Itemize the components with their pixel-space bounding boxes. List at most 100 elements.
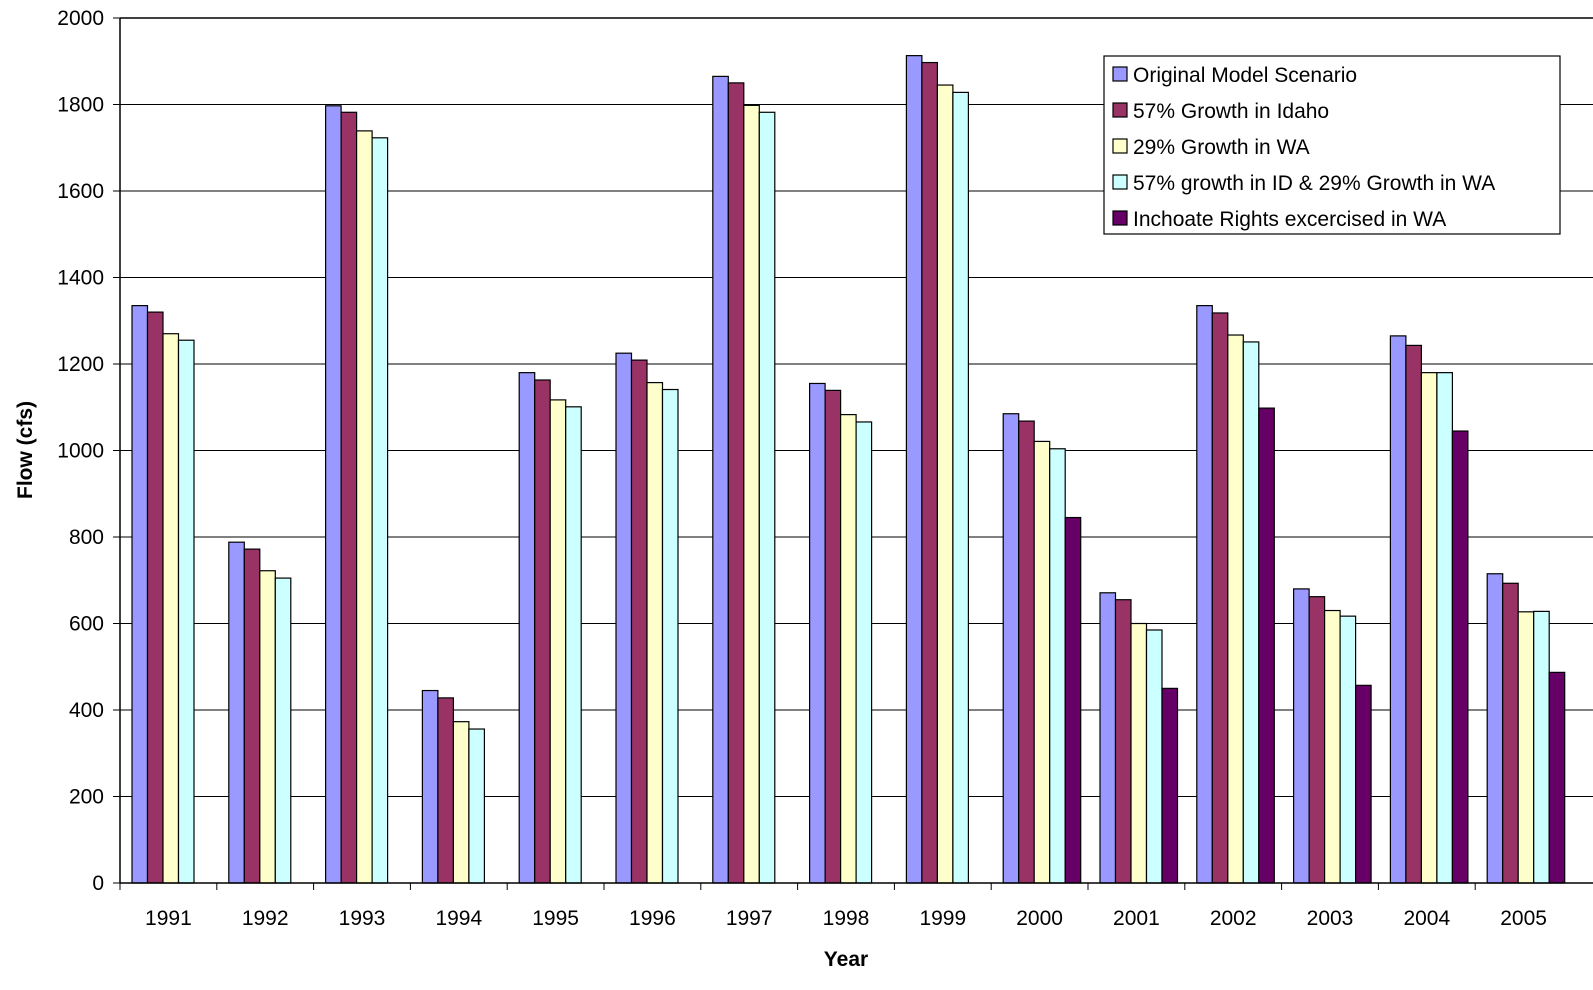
- x-axis-title: Year: [824, 948, 868, 971]
- y-tick-label: 1200: [57, 353, 104, 376]
- bar: [549, 399, 567, 884]
- bar: [1161, 687, 1179, 884]
- bar: [1486, 573, 1504, 884]
- bar: [1533, 610, 1550, 884]
- bar: [356, 130, 373, 884]
- bar: [437, 697, 454, 884]
- y-tick-label: 200: [69, 786, 104, 809]
- bar: [1502, 582, 1519, 884]
- y-tick-label: 1600: [57, 180, 104, 203]
- bar: [936, 84, 954, 884]
- bar: [1099, 592, 1117, 884]
- bar: [1114, 599, 1132, 884]
- x-tick-label: 1993: [339, 907, 386, 930]
- y-tick-label: 1400: [57, 267, 104, 290]
- bar: [1451, 430, 1469, 884]
- y-tick-label: 1000: [57, 440, 104, 463]
- bar: [855, 421, 873, 884]
- x-tick-labels: 1991 1992 1993 1994 1995 1996 1997 1998 1999 2000…: [145, 907, 1547, 930]
- bar: [727, 82, 745, 884]
- bar: [1354, 684, 1372, 884]
- bar: [1130, 622, 1148, 884]
- x-tick-label: 1999: [919, 907, 966, 930]
- bar: [661, 388, 679, 884]
- y-tick-labels: 0 200 400 600 800 1000 1200 1400 1600 1800 2000: [57, 7, 104, 895]
- bar: [1436, 372, 1454, 884]
- bar: [1196, 305, 1213, 884]
- y-tick-label: 400: [69, 699, 104, 722]
- bar: [228, 541, 245, 884]
- bar: [1292, 588, 1310, 884]
- x-tick-label: 1995: [532, 907, 579, 930]
- y-tick-label: 2000: [57, 7, 104, 30]
- bars: [131, 55, 1566, 884]
- bar: [325, 105, 342, 884]
- bar: [371, 137, 389, 884]
- bar: [1308, 596, 1326, 884]
- bar: [565, 406, 582, 884]
- bar: [1018, 420, 1035, 884]
- x-tick-label: 2005: [1500, 907, 1547, 930]
- x-tick-label: 1994: [435, 907, 482, 930]
- bar: [1227, 334, 1244, 884]
- bar: [712, 75, 729, 884]
- bar: [1517, 611, 1535, 884]
- legend-label: Original Model Scenario: [1133, 64, 1357, 87]
- bar: [758, 111, 776, 884]
- y-tick-label: 800: [69, 526, 104, 549]
- bar: [452, 721, 470, 884]
- bar: [468, 728, 485, 884]
- legend-label: 57% Growth in Idaho: [1133, 100, 1329, 123]
- y-tick-label: 600: [69, 613, 104, 636]
- legend-swatch: [1112, 138, 1128, 154]
- bar: [162, 333, 180, 884]
- bar: [1389, 335, 1407, 884]
- x-tick-label: 2003: [1307, 907, 1354, 930]
- legend: Original Model Scenario 57% Growth in Ida…: [1103, 55, 1561, 235]
- bar: [646, 381, 664, 884]
- legend-swatch: [1112, 66, 1128, 82]
- bar: [808, 382, 826, 884]
- x-tick-label: 1992: [242, 907, 289, 930]
- bar: [615, 352, 633, 884]
- legend-label: 29% Growth in WA: [1133, 136, 1310, 159]
- bar: [921, 61, 939, 884]
- bar: [177, 339, 195, 884]
- bar: [243, 548, 261, 884]
- bar: [839, 414, 857, 884]
- y-axis-title: Flow (cfs): [14, 401, 37, 499]
- legend-swatch: [1112, 174, 1128, 190]
- bar: [274, 577, 292, 884]
- bar: [340, 111, 358, 884]
- bar: [743, 104, 760, 884]
- legend-swatch: [1112, 210, 1128, 226]
- y-tick-label: 0: [92, 872, 104, 895]
- bar: [1211, 312, 1229, 884]
- bar: [1420, 372, 1438, 884]
- bar: [1064, 516, 1082, 884]
- x-tick-label: 2002: [1210, 907, 1257, 930]
- bar: [1145, 629, 1163, 884]
- bar: [630, 359, 648, 884]
- x-tick-label: 1998: [823, 907, 870, 930]
- bar: [1258, 407, 1275, 884]
- bar: [421, 689, 439, 884]
- x-tick-label: 1996: [629, 907, 676, 930]
- legend-label: 57% growth in ID & 29% Growth in WA: [1133, 172, 1495, 195]
- bar: [131, 305, 149, 884]
- legend-box: [1103, 55, 1561, 235]
- x-tick-label: 1991: [145, 907, 192, 930]
- bar: [1033, 440, 1051, 884]
- legend-swatch: [1112, 102, 1128, 118]
- bar: [1405, 344, 1423, 884]
- axes: [113, 17, 1593, 890]
- bar: [1548, 671, 1566, 884]
- y-tick-label: 1800: [57, 94, 104, 117]
- bar: [146, 311, 164, 884]
- bar: [1002, 413, 1020, 884]
- bar: [905, 55, 923, 884]
- bar: [1049, 448, 1066, 884]
- x-tick-label: 1997: [726, 907, 773, 930]
- bar: [824, 389, 842, 884]
